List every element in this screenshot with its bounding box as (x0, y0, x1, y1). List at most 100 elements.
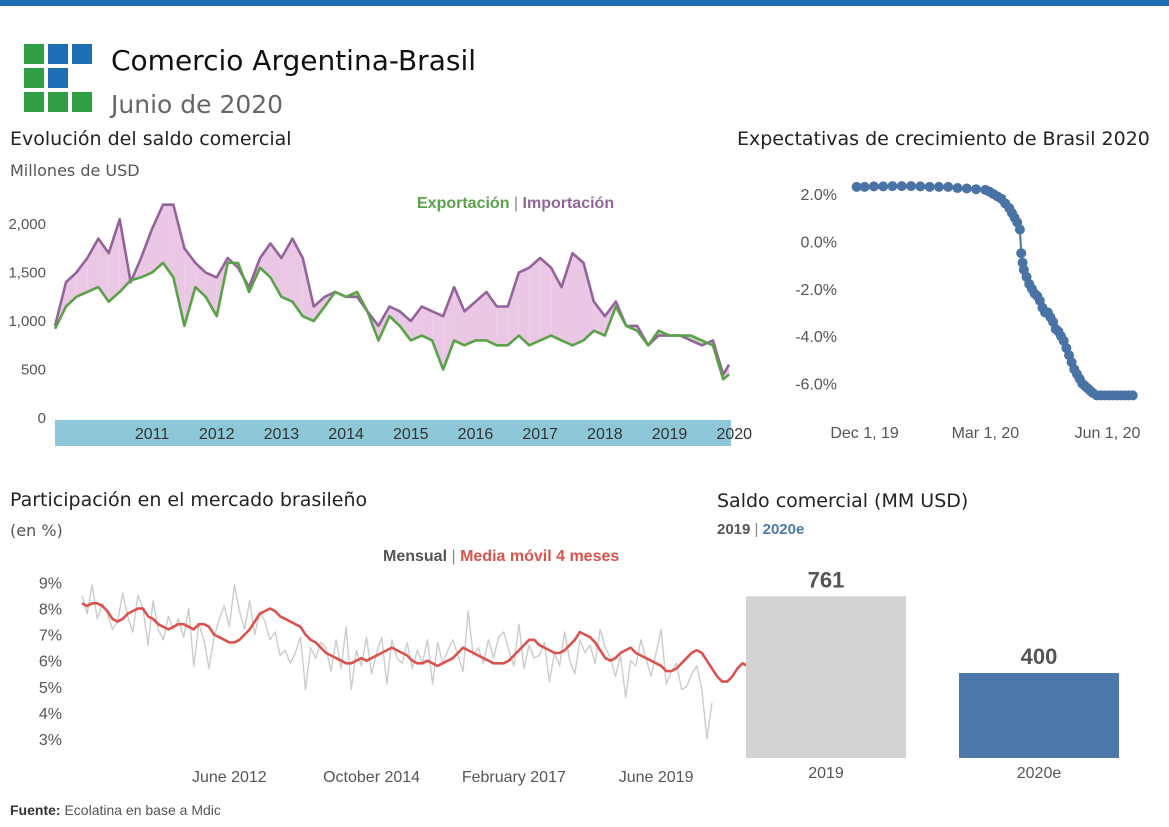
expectativas-y-tick: -4.0% (795, 329, 837, 346)
source-footer: Fuente: Ecolatina en base a Mdic (10, 802, 221, 818)
saldo-fill-segment (205, 272, 217, 317)
expectativas-point (971, 184, 982, 195)
saldo-fill-segment (540, 258, 552, 341)
participacion-legend: Mensual | Media móvil 4 meses (383, 548, 619, 566)
top-accent-bar (0, 0, 1169, 6)
saldo-fill-segment (87, 238, 99, 292)
legend-media-movil: Media móvil 4 meses (460, 548, 620, 565)
saldo-fill-segment (432, 311, 444, 370)
saldo-x-tick: 2015 (393, 426, 429, 443)
participacion-y-tick: 5% (39, 680, 62, 697)
saldo-fill-segment (518, 267, 530, 346)
legend-mensual: Mensual (383, 548, 448, 565)
expectativas-point (887, 181, 898, 192)
participacion-x-tick: October 2014 (323, 769, 420, 786)
saldo-fill-segment (173, 204, 185, 326)
legend-importacion: Importación (522, 195, 615, 212)
logo-grid-icon (24, 44, 96, 116)
expectativas-x-tick: Jun 1, 20 (1075, 425, 1141, 442)
bar-category-label: 2020e (1017, 765, 1062, 782)
expectativas-point (943, 181, 954, 192)
bar-data-label: 400 (1021, 644, 1058, 669)
page-subtitle: Junio de 2020 (111, 90, 284, 119)
expectativas-y-tick: -6.0% (795, 377, 837, 394)
saldo-x-tick: 2016 (458, 426, 494, 443)
saldo-x-axis-band (55, 420, 731, 446)
participacion-x-tick: June 2019 (619, 769, 694, 786)
exportacion-line (53, 261, 730, 381)
expectativas-point (933, 181, 944, 192)
saldo-fill-segment (454, 287, 465, 346)
saldo-fill-segment (593, 301, 605, 336)
participacion-x-tick: June 2012 (192, 769, 267, 786)
bar-2019 (746, 596, 906, 758)
saldo-x-tick: 2017 (522, 426, 558, 443)
expectativas-point (1127, 390, 1138, 401)
expectativas-chart-title: Expectativas de crecimiento de Brasil 20… (737, 128, 1150, 150)
saldo-fill-segment (529, 258, 541, 346)
expectativas-point (1016, 248, 1027, 259)
saldo-fill-segment (486, 291, 497, 346)
saldo-x-tick: 2012 (199, 426, 235, 443)
saldo-x-tick: 2011 (135, 426, 170, 443)
saldo-fill-segment (313, 296, 325, 322)
saldo-x-tick: 2020 (716, 426, 752, 443)
saldo-y-tick: 500 (21, 362, 46, 379)
participacion-chart-unit: (en %) (10, 521, 63, 540)
saldo-fill-segment (292, 238, 303, 317)
saldo-chart-title: Evolución del saldo comercial (10, 128, 292, 150)
expectativas-y-tick: -2.0% (795, 282, 837, 299)
participacion-y-tick: 9% (39, 575, 62, 592)
media-movil-line (81, 602, 775, 704)
saldo-fill-segment (184, 248, 196, 326)
saldo-fill-segment (152, 204, 164, 273)
saldo-legend: Exportación | Importación (417, 195, 614, 213)
bar-data-label: 761 (808, 567, 845, 592)
saldo-fill-segment (421, 306, 433, 341)
saldo-fill-segment (551, 267, 562, 341)
saldo-fill-segment (507, 272, 519, 346)
expectativas-point (924, 181, 935, 192)
saldo-fill-segment (410, 306, 422, 341)
saldo-fill-segment (163, 204, 174, 278)
participacion-x-tick: February 2017 (462, 769, 566, 786)
legend-separator: | (451, 548, 456, 565)
saldo-fill-segment (496, 306, 508, 346)
participacion-chart-title: Participación en el mercado brasileño (10, 489, 368, 511)
participacion-y-tick: 3% (39, 732, 62, 749)
saldo-fill-segment (561, 253, 573, 346)
expectativas-point (878, 181, 889, 192)
bar-2020e (959, 673, 1119, 758)
saldo-fill-segment (399, 311, 411, 341)
page-title: Comercio Argentina-Brasil (111, 44, 476, 77)
participacion-y-tick: 6% (39, 654, 62, 671)
saldo-y-tick: 2,000 (8, 216, 46, 233)
saldo-x-tick: 2013 (264, 426, 300, 443)
saldo-mm-chart-title: Saldo comercial (MM USD) (717, 490, 969, 512)
legend-exportacion: Exportación (417, 195, 510, 212)
expectativas-y-tick: 2.0% (801, 187, 837, 204)
saldo-x-tick: 2019 (652, 426, 688, 443)
legend-2019: 2019 (717, 521, 751, 538)
saldo-x-tick: 2014 (328, 426, 364, 443)
saldo-fill-segment (475, 291, 487, 341)
participacion-y-tick: 7% (39, 628, 62, 645)
saldo-fill-segment (108, 219, 120, 302)
legend-separator: | (513, 195, 519, 212)
expectativas-point (859, 181, 870, 192)
participacion-y-tick: 8% (39, 602, 62, 619)
expectativas-point (961, 183, 972, 194)
source-label: Fuente: (10, 802, 61, 818)
expectativas-x-tick: Dec 1, 19 (830, 425, 899, 442)
saldo-chart-unit: Millones de USD (10, 161, 140, 180)
expectativas-point (851, 181, 862, 192)
expectativas-point (952, 183, 963, 194)
saldo-fill-segment (572, 253, 584, 346)
saldo-y-tick: 0 (38, 410, 46, 427)
legend-2020e: 2020e (762, 521, 805, 538)
saldo-fill-segment (464, 301, 476, 346)
saldo-fill-segment (443, 287, 455, 370)
expectativas-x-tick: Mar 1, 20 (952, 425, 1020, 442)
bar-category-label: 2019 (808, 765, 844, 782)
